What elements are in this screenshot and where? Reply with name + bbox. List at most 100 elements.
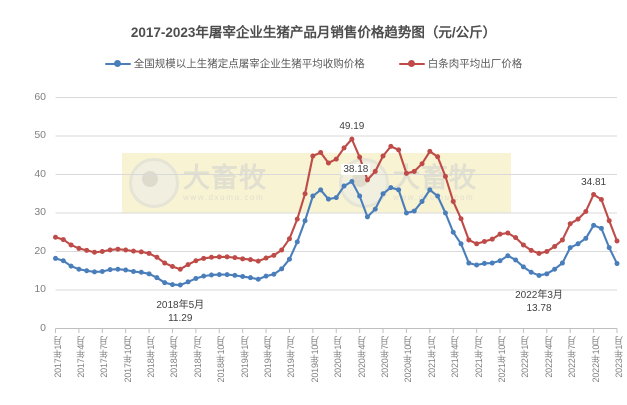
data-point[interactable]: [91, 249, 97, 255]
data-point[interactable]: [435, 154, 441, 160]
data-point[interactable]: [201, 273, 207, 279]
data-point[interactable]: [146, 271, 152, 277]
data-point[interactable]: [536, 250, 542, 256]
data-point[interactable]: [575, 241, 581, 247]
data-point[interactable]: [68, 263, 74, 269]
data-point[interactable]: [598, 225, 604, 231]
data-point[interactable]: [310, 153, 316, 159]
data-point[interactable]: [403, 170, 409, 176]
data-point[interactable]: [364, 214, 370, 220]
data-point[interactable]: [76, 245, 82, 251]
data-point[interactable]: [325, 160, 331, 166]
data-point[interactable]: [232, 272, 238, 278]
data-point[interactable]: [388, 185, 394, 191]
data-point[interactable]: [84, 247, 90, 253]
data-point[interactable]: [123, 267, 129, 273]
data-point[interactable]: [146, 250, 152, 256]
data-point[interactable]: [169, 264, 175, 270]
data-point[interactable]: [232, 255, 238, 261]
data-point[interactable]: [247, 275, 253, 281]
data-point[interactable]: [341, 145, 347, 151]
data-point[interactable]: [123, 247, 129, 253]
data-point[interactable]: [544, 271, 550, 277]
data-point[interactable]: [115, 266, 121, 272]
data-point[interactable]: [271, 271, 277, 277]
data-point[interactable]: [91, 269, 97, 275]
data-point[interactable]: [372, 168, 378, 174]
data-point[interactable]: [419, 161, 425, 167]
data-point[interactable]: [255, 258, 261, 264]
data-point[interactable]: [489, 236, 495, 242]
data-point[interactable]: [115, 246, 121, 252]
data-point[interactable]: [286, 236, 292, 242]
data-point[interactable]: [185, 279, 191, 285]
data-point[interactable]: [544, 249, 550, 254]
data-point[interactable]: [528, 247, 534, 253]
data-point[interactable]: [427, 187, 433, 193]
data-point[interactable]: [559, 237, 565, 243]
data-point[interactable]: [614, 261, 620, 267]
data-point[interactable]: [552, 266, 558, 272]
data-point[interactable]: [60, 258, 66, 264]
legend-item-purchase-price[interactable]: 全国规模以上生猪定点屠宰企业生猪平均收购价格: [104, 56, 365, 71]
data-point[interactable]: [99, 249, 105, 254]
data-point[interactable]: [583, 235, 589, 241]
data-point[interactable]: [302, 191, 308, 197]
data-point[interactable]: [193, 258, 199, 264]
data-point[interactable]: [505, 230, 511, 236]
data-point[interactable]: [130, 248, 136, 254]
data-point[interactable]: [567, 221, 573, 227]
data-point[interactable]: [450, 229, 456, 235]
data-point[interactable]: [380, 191, 386, 197]
data-point[interactable]: [154, 254, 160, 260]
data-point[interactable]: [107, 267, 113, 273]
data-point[interactable]: [614, 238, 620, 244]
data-point[interactable]: [216, 254, 222, 260]
data-point[interactable]: [474, 262, 480, 268]
data-point[interactable]: [333, 156, 339, 162]
data-point[interactable]: [224, 272, 230, 278]
data-point[interactable]: [552, 243, 558, 249]
data-point[interactable]: [138, 269, 144, 275]
data-point[interactable]: [349, 179, 355, 185]
data-point[interactable]: [341, 183, 347, 189]
data-point[interactable]: [60, 237, 66, 243]
data-point[interactable]: [208, 272, 214, 278]
data-point[interactable]: [357, 193, 363, 199]
data-point[interactable]: [372, 206, 378, 212]
data-point[interactable]: [489, 260, 495, 266]
data-point[interactable]: [427, 148, 433, 154]
data-point[interactable]: [107, 247, 113, 253]
data-point[interactable]: [208, 254, 214, 260]
data-point[interactable]: [575, 216, 581, 222]
data-point[interactable]: [53, 234, 58, 240]
data-point[interactable]: [481, 238, 487, 244]
data-point[interactable]: [76, 266, 82, 272]
data-point[interactable]: [68, 242, 74, 248]
data-point[interactable]: [294, 216, 300, 222]
data-point[interactable]: [520, 242, 526, 248]
data-point[interactable]: [536, 272, 542, 278]
data-point[interactable]: [177, 282, 183, 288]
data-point[interactable]: [193, 275, 199, 281]
data-point[interactable]: [528, 269, 534, 275]
data-point[interactable]: [419, 198, 425, 204]
data-point[interactable]: [598, 197, 604, 203]
data-point[interactable]: [559, 260, 565, 266]
data-point[interactable]: [513, 235, 519, 241]
data-point[interactable]: [520, 264, 526, 270]
data-point[interactable]: [279, 247, 285, 253]
data-point[interactable]: [310, 193, 316, 199]
data-point[interactable]: [177, 266, 183, 272]
data-point[interactable]: [162, 280, 168, 286]
data-point[interactable]: [364, 177, 370, 183]
data-point[interactable]: [216, 272, 222, 278]
data-point[interactable]: [396, 147, 402, 153]
data-point[interactable]: [333, 195, 339, 201]
data-point[interactable]: [84, 268, 90, 274]
data-point[interactable]: [349, 136, 355, 142]
data-point[interactable]: [583, 208, 589, 214]
data-point[interactable]: [606, 245, 612, 251]
data-point[interactable]: [442, 173, 448, 179]
data-point[interactable]: [294, 239, 300, 245]
